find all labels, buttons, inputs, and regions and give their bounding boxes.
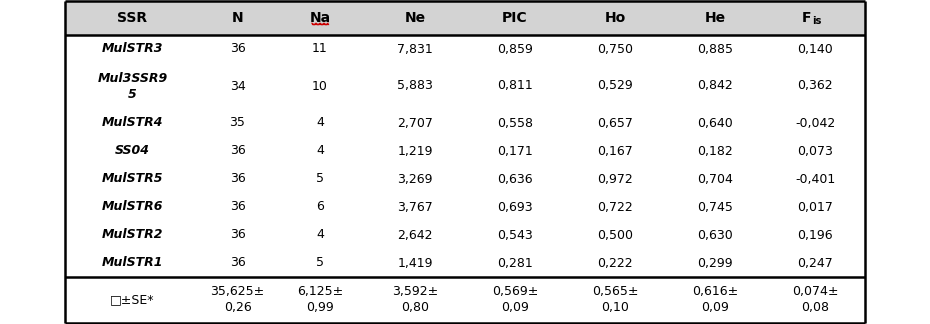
Text: 0,811: 0,811	[498, 79, 533, 92]
Text: 0,630: 0,630	[698, 228, 733, 241]
Text: 3,592±
0,80: 3,592± 0,80	[392, 285, 438, 315]
Text: 4: 4	[316, 145, 324, 157]
Text: 5: 5	[316, 257, 324, 270]
Text: 0,657: 0,657	[597, 117, 633, 130]
Text: 5: 5	[316, 172, 324, 186]
Text: □±SE*: □±SE*	[111, 294, 154, 307]
Text: 0,140: 0,140	[797, 42, 833, 55]
Text: 0,167: 0,167	[597, 145, 633, 157]
Text: 36: 36	[230, 42, 246, 55]
Text: 36: 36	[230, 257, 246, 270]
Text: Na: Na	[310, 11, 330, 25]
Text: 0,885: 0,885	[697, 42, 733, 55]
Text: Ne: Ne	[405, 11, 426, 25]
Text: 7,831: 7,831	[397, 42, 432, 55]
Text: 3,269: 3,269	[397, 172, 432, 186]
Text: 10: 10	[312, 79, 328, 92]
Text: 0,750: 0,750	[597, 42, 633, 55]
Text: 0,565±
0,10: 0,565± 0,10	[591, 285, 638, 315]
Text: 0,182: 0,182	[698, 145, 733, 157]
Text: SS04: SS04	[115, 145, 150, 157]
Text: 0,222: 0,222	[597, 257, 632, 270]
Text: 36: 36	[230, 172, 246, 186]
Text: -0,401: -0,401	[795, 172, 835, 186]
Text: MulSTR2: MulSTR2	[101, 228, 164, 241]
Text: 6: 6	[316, 201, 324, 214]
Text: 0,558: 0,558	[497, 117, 533, 130]
Text: MulSTR1: MulSTR1	[101, 257, 164, 270]
Text: 0,640: 0,640	[698, 117, 733, 130]
Text: 0,972: 0,972	[597, 172, 633, 186]
Text: 0,569±
0,09: 0,569± 0,09	[492, 285, 538, 315]
Text: 36: 36	[230, 228, 246, 241]
Text: 36: 36	[230, 145, 246, 157]
Text: Ho: Ho	[604, 11, 626, 25]
Text: 1,219: 1,219	[397, 145, 432, 157]
Text: 0,745: 0,745	[698, 201, 733, 214]
Text: 0,073: 0,073	[797, 145, 833, 157]
Text: MulSTR4: MulSTR4	[101, 117, 164, 130]
Text: 34: 34	[230, 79, 246, 92]
Text: 0,543: 0,543	[498, 228, 533, 241]
Text: 5,883: 5,883	[397, 79, 433, 92]
Text: 0,722: 0,722	[597, 201, 633, 214]
Text: 0,074±
0,08: 0,074± 0,08	[791, 285, 838, 315]
Text: 0,842: 0,842	[698, 79, 733, 92]
Text: MulSTR5: MulSTR5	[101, 172, 164, 186]
Text: He: He	[704, 11, 725, 25]
Text: 0,196: 0,196	[797, 228, 832, 241]
Text: SSR: SSR	[117, 11, 148, 25]
Text: MulSTR6: MulSTR6	[101, 201, 164, 214]
Text: 6,125±
0,99: 6,125± 0,99	[297, 285, 343, 315]
Text: is: is	[812, 16, 821, 26]
Text: 0,636: 0,636	[498, 172, 533, 186]
Text: 1,419: 1,419	[397, 257, 432, 270]
Text: MulSTR3: MulSTR3	[101, 42, 164, 55]
Text: 0,017: 0,017	[797, 201, 833, 214]
Text: 0,500: 0,500	[597, 228, 633, 241]
Text: 0,247: 0,247	[797, 257, 833, 270]
Text: 4: 4	[316, 228, 324, 241]
Text: -0,042: -0,042	[795, 117, 835, 130]
Text: F: F	[802, 11, 811, 25]
Text: 4: 4	[316, 117, 324, 130]
Text: 11: 11	[312, 42, 328, 55]
Text: 35: 35	[230, 117, 246, 130]
Bar	[65, 1, 865, 35]
Text: 0,281: 0,281	[498, 257, 533, 270]
Text: 0,529: 0,529	[597, 79, 633, 92]
Text: 0,693: 0,693	[498, 201, 533, 214]
Text: PIC: PIC	[502, 11, 528, 25]
Text: 35,625±
0,26: 35,625± 0,26	[210, 285, 265, 315]
Text: 0,171: 0,171	[498, 145, 533, 157]
Text: 0,704: 0,704	[698, 172, 733, 186]
Text: 0,859: 0,859	[497, 42, 533, 55]
Text: 2,707: 2,707	[397, 117, 433, 130]
Text: 0,362: 0,362	[797, 79, 832, 92]
Text: 3,767: 3,767	[397, 201, 432, 214]
Text: 2,642: 2,642	[397, 228, 432, 241]
Text: 36: 36	[230, 201, 246, 214]
Text: 0,299: 0,299	[698, 257, 733, 270]
Text: 0,616±
0,09: 0,616± 0,09	[692, 285, 738, 315]
Text: N: N	[232, 11, 244, 25]
Text: Mul3SSR9
5: Mul3SSR9 5	[98, 72, 167, 100]
